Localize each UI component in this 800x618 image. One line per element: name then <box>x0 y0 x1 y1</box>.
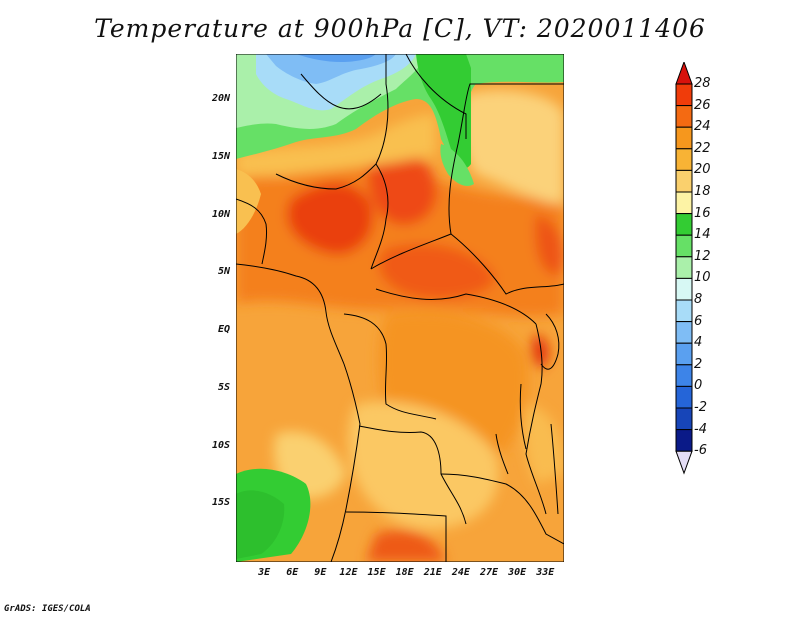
lat-tick-label: 10S <box>211 439 230 451</box>
lon-tick-label: 12E <box>339 567 358 578</box>
colorbar-bar <box>675 62 693 475</box>
colorbar-level-label: 10 <box>694 270 711 286</box>
colorbar-swatch <box>675 407 693 431</box>
hot-core-chad <box>367 152 437 225</box>
hot-core-east <box>535 214 564 275</box>
colorbar-level-label: -2 <box>694 400 707 415</box>
green-northeast <box>466 54 564 82</box>
libya-chad-border <box>405 54 467 139</box>
angola-border <box>358 425 467 525</box>
west-border <box>236 198 267 265</box>
lake-tanganyika <box>519 383 527 450</box>
colorbar-level-label: 20 <box>694 162 711 178</box>
colorbar-swatch <box>675 105 693 128</box>
car-border <box>370 233 564 295</box>
colorbar-swatch <box>675 169 693 193</box>
hot-core-car <box>378 243 496 299</box>
lon-tick-label: 15E <box>367 567 386 578</box>
colorbar-swatch <box>675 234 693 258</box>
colorbar-level-label: 8 <box>694 292 703 307</box>
colorbar-level-label: 4 <box>694 335 703 351</box>
colorbar-level-label: 22 <box>694 140 711 156</box>
lon-tick-label: 21E <box>423 567 442 578</box>
colorbar-swatch <box>675 256 693 279</box>
angola-coast <box>330 423 361 562</box>
colorbar-swatch <box>675 83 693 107</box>
colorbar-level-label: 0 <box>694 378 703 394</box>
sudan-yellow <box>460 90 564 204</box>
hot-core-lake <box>531 334 550 369</box>
congo-north-border <box>375 288 537 325</box>
coastlines-borders <box>236 54 564 562</box>
colorbar-level-label: 18 <box>694 184 711 199</box>
colorbar-level-label: 2 <box>694 356 703 372</box>
colorbar-level-label: 26 <box>694 97 711 113</box>
angola-plateau <box>348 401 499 530</box>
lat-tick-label: 15N <box>211 150 230 162</box>
colorbar-swatch <box>675 321 693 344</box>
green-ethiopia-west <box>416 54 471 169</box>
colorbar-level-label: 6 <box>694 313 703 329</box>
lake-malawi <box>550 423 559 515</box>
colorbar-swatch <box>675 299 693 323</box>
hot-core-nigeria <box>286 182 374 255</box>
niger-chad-border <box>375 54 389 165</box>
colorbar-swatch <box>675 148 693 171</box>
hot-core-south <box>366 530 446 562</box>
cool-north-blue <box>266 54 396 84</box>
colorbar-swatch <box>675 213 693 236</box>
temperature-map <box>236 54 564 562</box>
colorbar-level-label: 12 <box>694 248 711 264</box>
grads-credit: GrADS: IGES/COLA <box>4 604 91 614</box>
colorbar-swatch <box>675 126 693 150</box>
lake-victoria <box>540 313 560 370</box>
colorbar-swatch <box>675 191 693 215</box>
lon-tick-label: 6E <box>286 567 299 578</box>
lat-tick-label: 10N <box>211 208 230 220</box>
colorbar: 28 26 24 22 20 18 16 14 12 10 8 6 4 2 0 -2 -4 -6 <box>670 62 750 562</box>
colorbar-swatch <box>675 364 693 387</box>
colorbar-level-label: -6 <box>694 443 707 459</box>
cool-ocean-core <box>236 490 285 559</box>
lon-tick-label: 18E <box>395 567 414 578</box>
lat-tick-label: EQ <box>217 324 230 336</box>
lon-tick-label: 24E <box>451 567 470 578</box>
cool-north-deepblue <box>296 54 376 62</box>
colorbar-bottom-cap <box>675 450 693 475</box>
lon-tick-label: 33E <box>536 567 555 578</box>
lon-tick-label: 3E <box>258 567 271 578</box>
temperature-field <box>236 54 564 562</box>
lake-mweru <box>495 433 509 475</box>
sudan-border <box>448 83 564 235</box>
lon-tick-label: 30E <box>508 567 527 578</box>
colorbar-swatch <box>675 277 693 301</box>
lat-tick-label: 15S <box>211 497 230 509</box>
lat-tick-label: 5S <box>217 381 230 393</box>
west-coast-strip <box>236 169 261 234</box>
lon-tick-label: 9E <box>314 567 327 578</box>
algeria-niger-border <box>300 73 382 110</box>
map-title: Temperature at 900hPa [C], VT: 202001140… <box>94 14 706 43</box>
lat-tick-label: 5N <box>217 266 230 278</box>
east-congo-border <box>525 323 547 515</box>
colorbar-level-label: 28 <box>694 76 711 91</box>
colorbar-swatch <box>675 429 693 452</box>
lat-tick-label: 20N <box>211 93 230 105</box>
colorbar-level-label: -4 <box>694 421 707 437</box>
colorbar-swatch <box>675 342 693 366</box>
lon-tick-label: 27E <box>479 567 499 578</box>
namibia-border <box>345 511 447 562</box>
colorbar-level-label: 16 <box>694 205 711 221</box>
west-africa-coastline <box>236 263 361 425</box>
congo-west-border <box>343 313 437 420</box>
colorbar-level-label: 24 <box>694 119 711 135</box>
zambia-border <box>440 473 564 545</box>
green-patch-sudan <box>440 144 474 186</box>
colorbar-swatch <box>675 385 693 409</box>
colorbar-top-cap <box>675 62 693 85</box>
colorbar-level-label: 14 <box>694 227 711 243</box>
